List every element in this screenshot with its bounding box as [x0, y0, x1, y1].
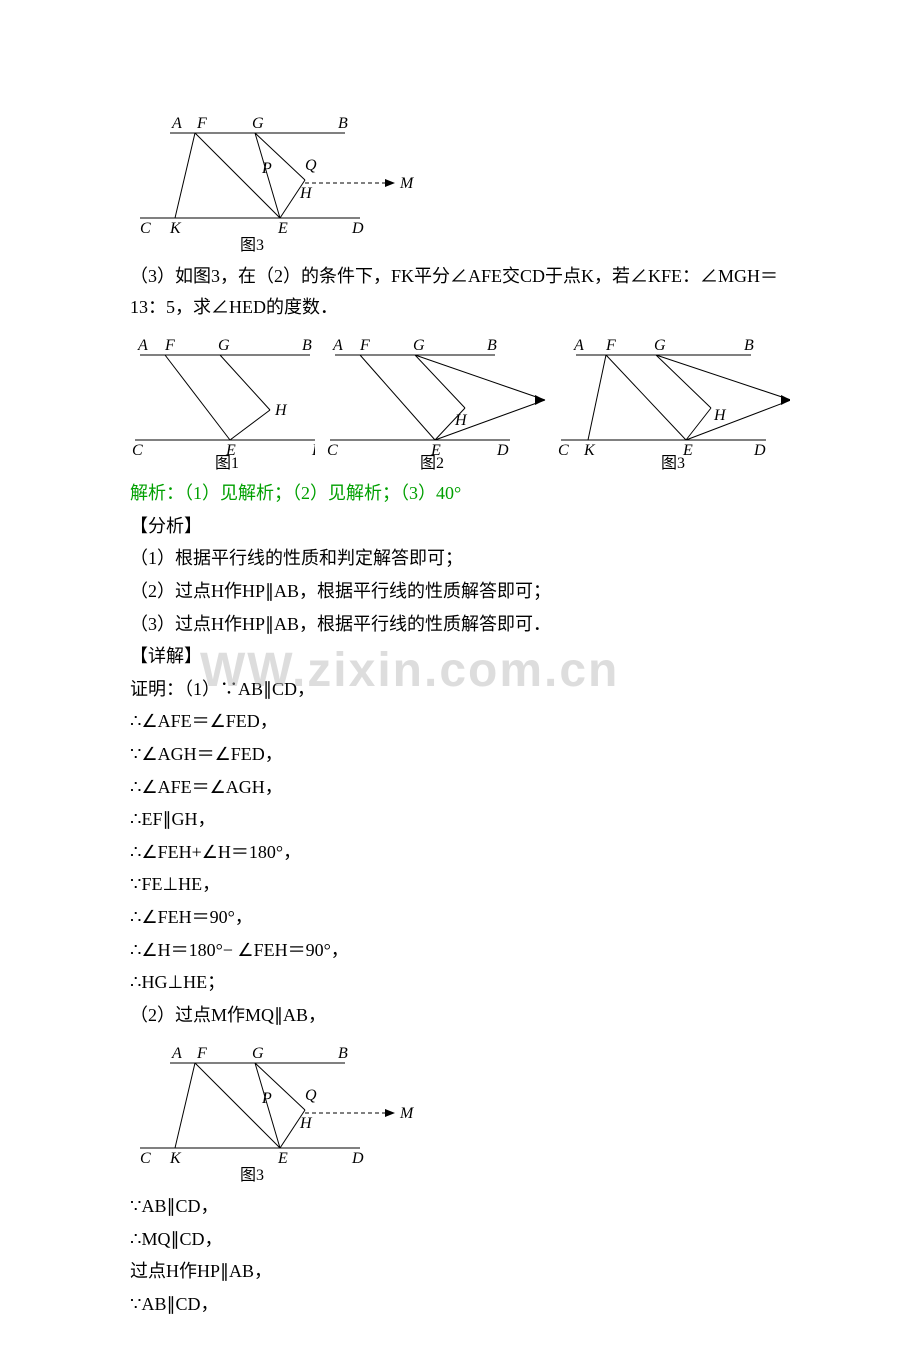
- b-label-C: C: [140, 1150, 151, 1167]
- analysis-l1: （1）根据平行线的性质和判定解答即可；: [130, 543, 790, 574]
- b-label-G: G: [252, 1045, 264, 1062]
- f1-B: B: [302, 337, 312, 354]
- figure2-svg: A F G B H M C E D 图2: [325, 330, 546, 470]
- detail-p3: ∵∠AGH＝∠FED，: [130, 739, 790, 770]
- label-B: B: [338, 115, 348, 132]
- detail-heading: 【详解】: [130, 641, 790, 672]
- figure1-svg: A F G B H C E D 图1: [130, 330, 315, 470]
- label-H: H: [299, 185, 313, 202]
- f3-A: A: [573, 337, 584, 354]
- detail-p8: ∴∠FEH＝90°，: [130, 902, 790, 933]
- f1-D: D: [311, 442, 315, 459]
- b-label-B: B: [338, 1045, 348, 1062]
- f1-G: G: [218, 337, 230, 354]
- detail-p12: ∵AB∥CD，: [130, 1191, 790, 1222]
- detail-p6: ∴∠FEH+∠H＝180°，: [130, 837, 790, 868]
- f1-H: H: [274, 402, 288, 419]
- f3-G: G: [654, 337, 666, 354]
- f2-B: B: [487, 337, 497, 354]
- f1-C: C: [132, 442, 143, 459]
- f3-K: K: [583, 442, 596, 459]
- label-P: P: [261, 160, 272, 177]
- detail-p10: ∴HG⊥HE；: [130, 967, 790, 998]
- f3-B: B: [744, 337, 754, 354]
- b-label-E: E: [277, 1150, 288, 1167]
- figure3-top-caption: 图3: [240, 237, 264, 253]
- figure3-bottom: A F G B P Q H M C K E D 图3: [130, 1038, 790, 1183]
- figure-row: A F G B H C E D 图1 A F G B H: [130, 330, 790, 470]
- answer-line: 解析：（1）见解析；（2）见解析；（3）40°: [130, 478, 790, 509]
- b-label-Q: Q: [305, 1087, 317, 1104]
- detail-p11: （2）过点M作MQ∥AB，: [130, 1000, 790, 1031]
- f3-H: H: [713, 407, 727, 424]
- b-label-H: H: [299, 1115, 313, 1132]
- figure3-bottom-svg: A F G B P Q H M C K E D 图3: [130, 1038, 420, 1183]
- figure3-top: A F G B P Q H M C K E D 图3: [130, 108, 790, 253]
- b-label-P: P: [261, 1090, 272, 1107]
- f1-F: F: [164, 337, 175, 354]
- figure3-bottom-caption: 图3: [240, 1167, 264, 1183]
- label-A: A: [171, 115, 182, 132]
- f2-F: F: [359, 337, 370, 354]
- detail-p9: ∴∠H＝180°− ∠FEH＝90°，: [130, 935, 790, 966]
- b-label-F: F: [196, 1045, 207, 1062]
- f3-C: C: [558, 442, 569, 459]
- label-F: F: [196, 115, 207, 132]
- detail-p1: 证明：（1）∵AB∥CD，: [130, 674, 790, 705]
- detail-p7: ∵FE⊥HE，: [130, 869, 790, 900]
- b-label-M: M: [399, 1105, 415, 1122]
- b-label-K: K: [169, 1150, 182, 1167]
- figure3-top-svg: A F G B P Q H M C K E D 图3: [130, 108, 420, 253]
- detail-p5: ∴EF∥GH，: [130, 804, 790, 835]
- fig3-caption: 图3: [661, 455, 685, 470]
- label-G: G: [252, 115, 264, 132]
- fig2-caption: 图2: [420, 455, 444, 470]
- problem3-text: （3）如图3，在（2）的条件下，FK平分∠AFE交CD于点K，若∠KFE：∠MG…: [130, 261, 790, 322]
- f2-A: A: [332, 337, 343, 354]
- f2-D: D: [496, 442, 509, 459]
- fig1-caption: 图1: [215, 455, 239, 470]
- analysis-l2: （2）过点H作HP∥AB，根据平行线的性质解答即可；: [130, 576, 790, 607]
- b-label-A: A: [171, 1045, 182, 1062]
- analysis-l3: （3）过点H作HP∥AB，根据平行线的性质解答即可．: [130, 609, 790, 640]
- detail-p14: 过点H作HP∥AB，: [130, 1256, 790, 1287]
- label-M: M: [399, 175, 415, 192]
- f2-H: H: [454, 412, 468, 429]
- detail-p2: ∴∠AFE＝∠FED，: [130, 706, 790, 737]
- f1-A: A: [137, 337, 148, 354]
- detail-p13: ∴MQ∥CD，: [130, 1224, 790, 1255]
- label-E: E: [277, 220, 288, 237]
- f3-F: F: [605, 337, 616, 354]
- detail-p15: ∵AB∥CD，: [130, 1289, 790, 1320]
- label-D: D: [351, 220, 364, 237]
- figure3-svg: A F G B H M C K E D 图3: [556, 330, 790, 470]
- label-C: C: [140, 220, 151, 237]
- f2-G: G: [413, 337, 425, 354]
- analysis-heading: 【分析】: [130, 511, 790, 542]
- label-K: K: [169, 220, 182, 237]
- b-label-D: D: [351, 1150, 364, 1167]
- label-Q: Q: [305, 157, 317, 174]
- f2-C: C: [327, 442, 338, 459]
- f3-D: D: [753, 442, 766, 459]
- detail-p4: ∴∠AFE＝∠AGH，: [130, 772, 790, 803]
